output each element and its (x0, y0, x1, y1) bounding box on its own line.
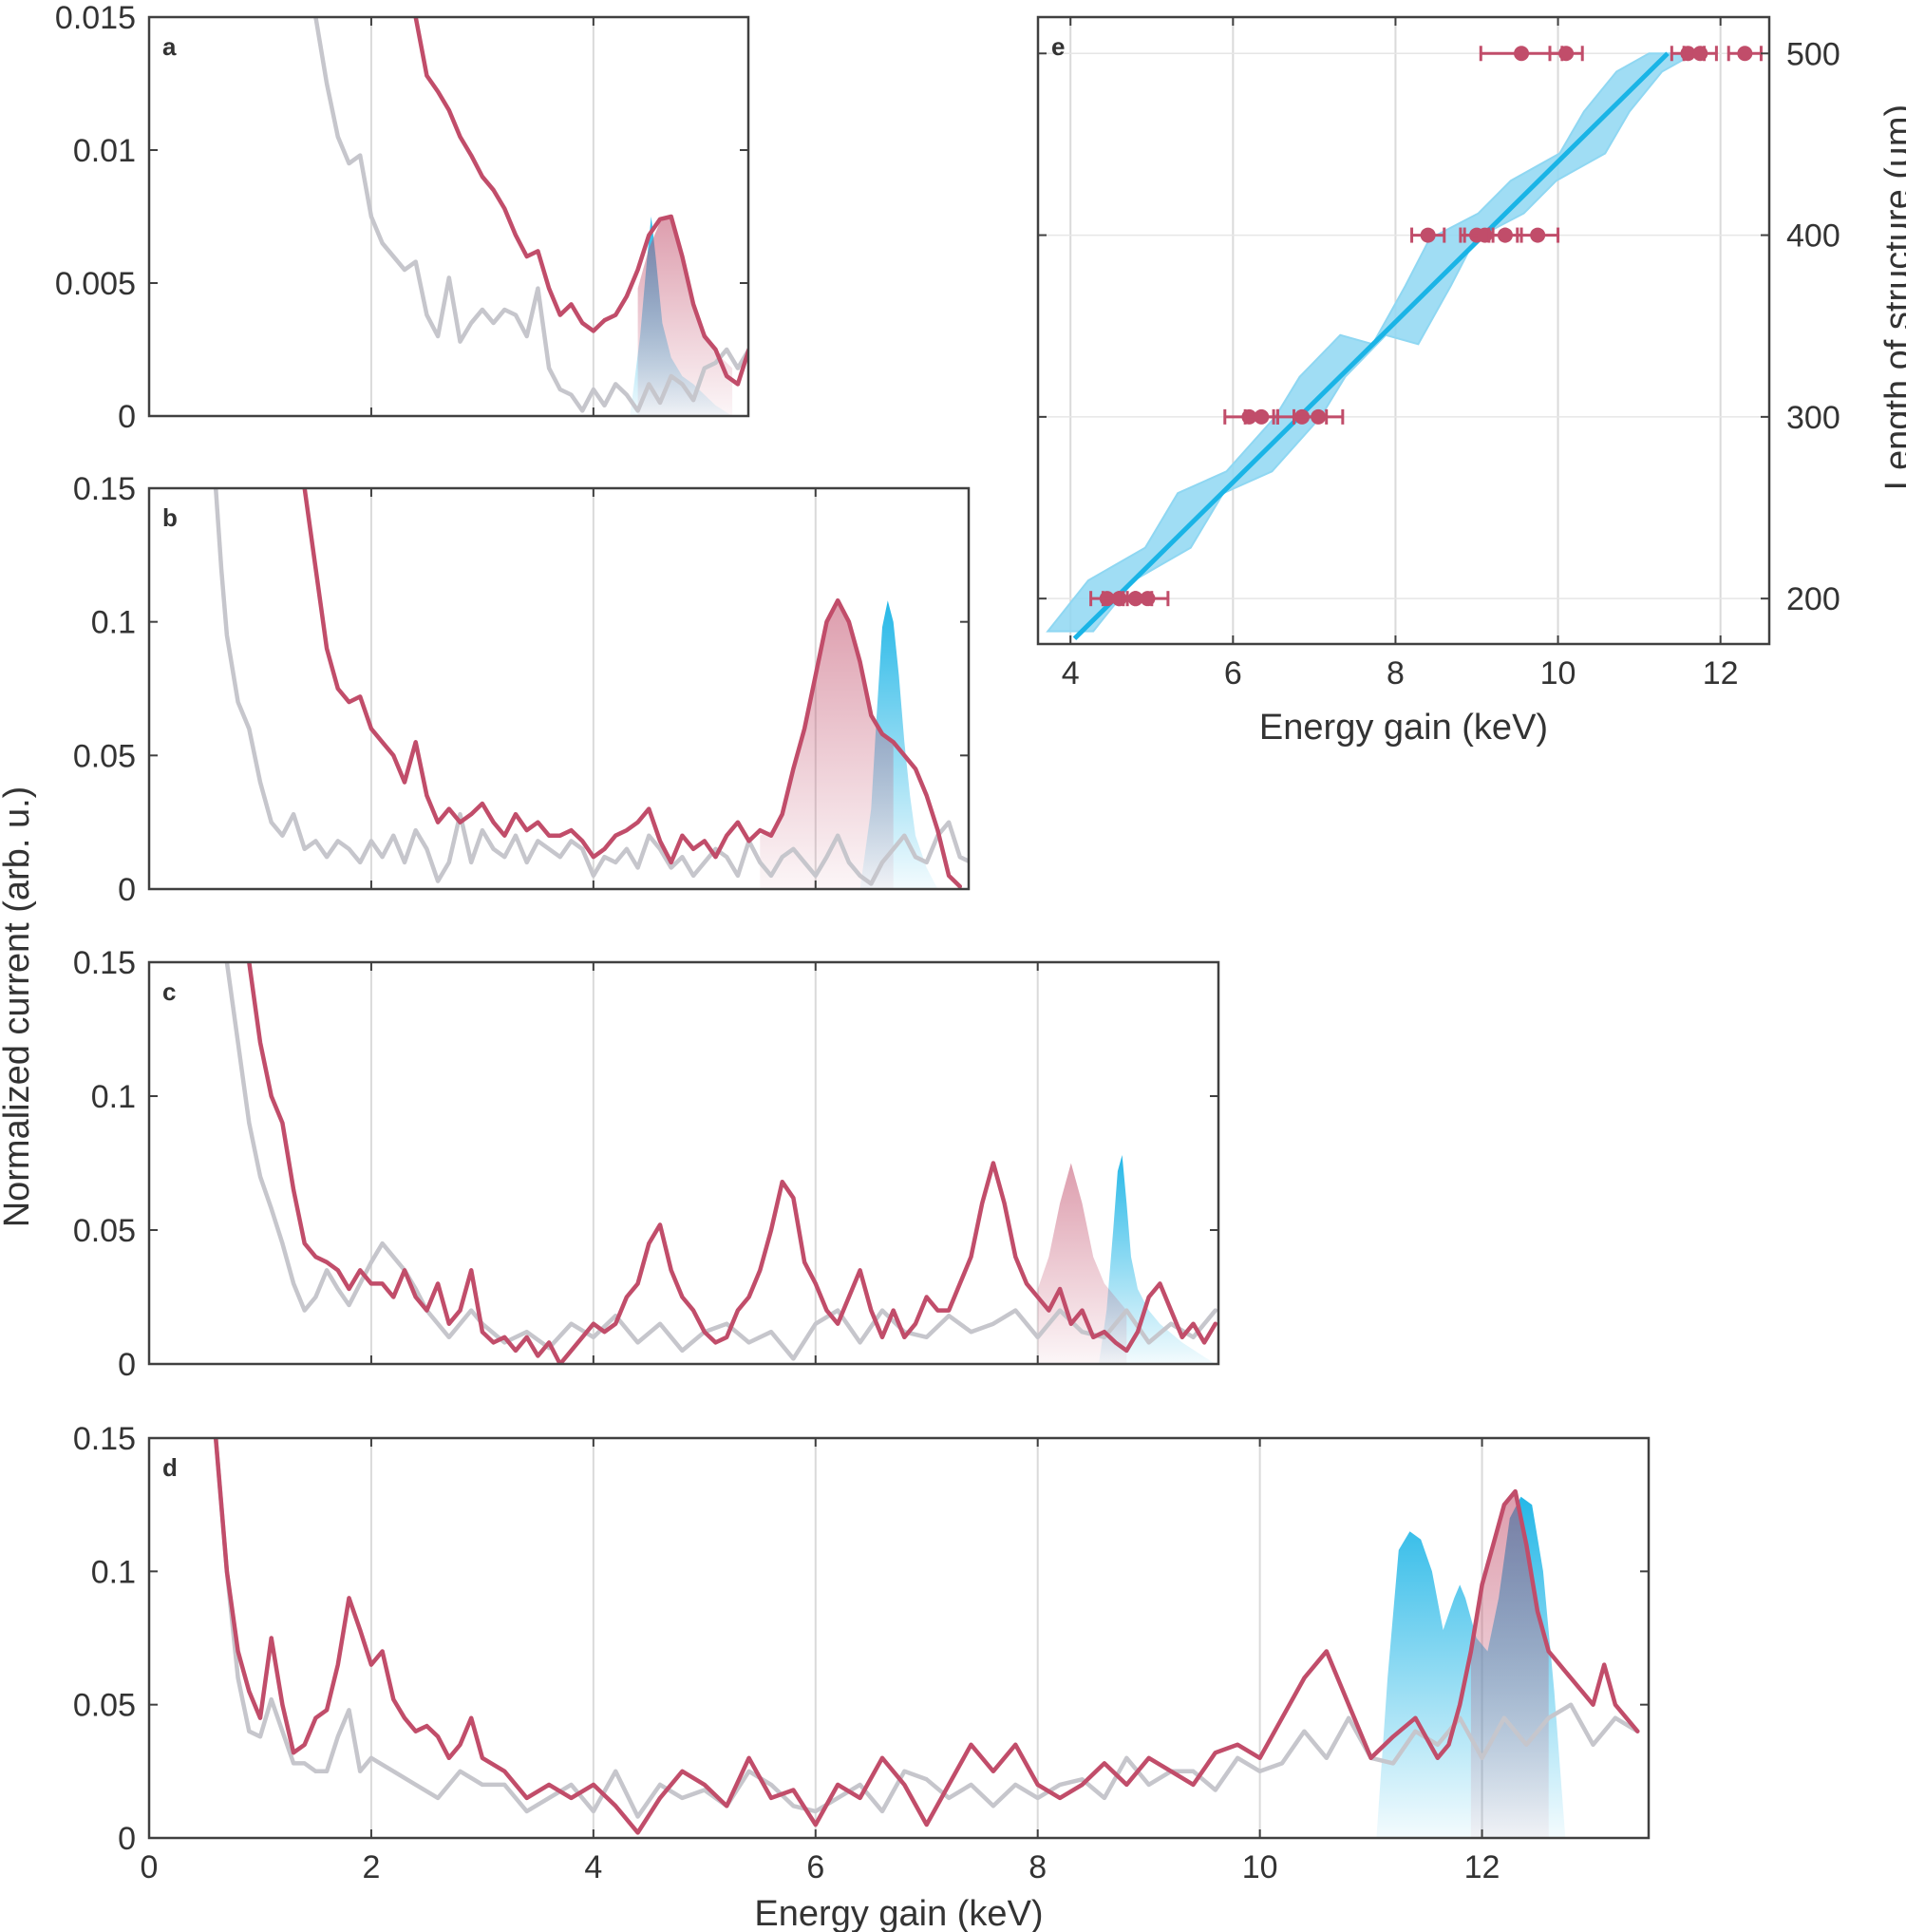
ytick-label: 0.005 (55, 266, 136, 302)
reference-spectrum-line (313, 17, 748, 413)
data-point (1682, 46, 1718, 62)
ytick-label: 0 (118, 399, 136, 435)
yaxis-title: Length of structure (μm) (1878, 104, 1906, 490)
xtick-label: 10 (1242, 1849, 1278, 1885)
ytick-label: 0.1 (91, 605, 136, 641)
simulation-band (1046, 52, 1699, 633)
xtick-label: 2 (362, 1849, 380, 1885)
measured-spectrum-line (247, 962, 1218, 1364)
ytick-label: 0.1 (91, 1554, 136, 1590)
plot-area (213, 488, 969, 889)
data-point (1727, 46, 1763, 62)
data-point (1516, 227, 1560, 243)
xtick-label: 8 (1028, 1849, 1047, 1885)
fit-line (1072, 51, 1670, 641)
ytick-label: 500 (1786, 36, 1840, 72)
panel-a: 0 0.005 0.01 0.015 a (55, 0, 750, 435)
ytick-label: 200 (1786, 581, 1840, 617)
panel-e: 200 300 400 500 4 6 8 10 12 Energy gain (keV) Leng… (1036, 15, 1906, 748)
ytick-label: 0.015 (55, 0, 136, 36)
xtick-label: 8 (1387, 655, 1405, 691)
panel-label: a (162, 32, 177, 61)
xtick-label: 0 (141, 1849, 159, 1885)
panel-label: e (1051, 32, 1065, 61)
ytick-label: 0.15 (73, 945, 136, 981)
reference-spectrum-line (213, 488, 969, 886)
ytick-label: 0 (118, 1821, 136, 1857)
ytick-label: 0 (118, 872, 136, 908)
xtick-label: 10 (1540, 655, 1576, 691)
reference-spectrum-line (224, 962, 1218, 1361)
axes-frame (147, 486, 971, 891)
measured-peak-fill (1037, 1163, 1127, 1364)
axes-frame (147, 15, 750, 418)
ytick-label: 0 (118, 1347, 136, 1383)
panel-b: 0 0.05 0.1 0.15 b (73, 471, 971, 908)
measured-peak-fill (760, 600, 894, 889)
measured-spectrum-line (302, 488, 963, 889)
measured-spectrum-line (213, 1438, 1640, 1835)
ytick-label: 0.05 (73, 1213, 136, 1249)
plot-area (213, 1438, 1640, 1838)
data-point (1410, 227, 1446, 243)
ytick-label: 0.05 (73, 1688, 136, 1724)
ytick-label: 0.05 (73, 738, 136, 774)
shared-ylabel: Normalized current (arb. u.) (0, 786, 37, 1228)
xtick-label: 12 (1464, 1849, 1500, 1885)
data-point (1125, 591, 1170, 607)
axes-frame (1036, 15, 1771, 646)
ytick-label: 300 (1786, 400, 1840, 436)
panel-label: b (162, 503, 178, 532)
axes-frame (147, 1436, 1651, 1840)
ytick-label: 0.1 (91, 1079, 136, 1115)
xtick-label: 4 (584, 1849, 602, 1885)
xtick-label: 4 (1062, 655, 1080, 691)
xtick-label: 6 (1224, 655, 1242, 691)
ytick-label: 0.01 (73, 133, 136, 169)
panel-d: 0 0.05 0.1 0.15 0 2 4 6 8 10 12 Energy gain (keV) d (73, 1421, 1651, 1932)
plot-area (313, 17, 748, 416)
xtick-label: 12 (1703, 655, 1739, 691)
xaxis-title: Energy gain (keV) (754, 1894, 1043, 1932)
data-point (1548, 46, 1584, 62)
ytick-label: 0.15 (73, 471, 136, 507)
plot-area (224, 962, 1218, 1364)
panel-c: 0 0.05 0.1 0.15 c (73, 945, 1220, 1383)
xaxis-title: Energy gain (keV) (1259, 708, 1548, 748)
axes-frame (147, 960, 1220, 1366)
measured-spectrum-line (413, 17, 748, 387)
xtick-label: 6 (806, 1849, 824, 1885)
measured-peak-fill (1470, 1491, 1549, 1838)
data-point (1293, 408, 1345, 425)
ytick-label: 0.15 (73, 1421, 136, 1457)
panel-label: d (162, 1453, 178, 1482)
panel-label: c (162, 977, 176, 1006)
plot-area (1046, 46, 1763, 641)
ytick-label: 400 (1786, 218, 1840, 255)
